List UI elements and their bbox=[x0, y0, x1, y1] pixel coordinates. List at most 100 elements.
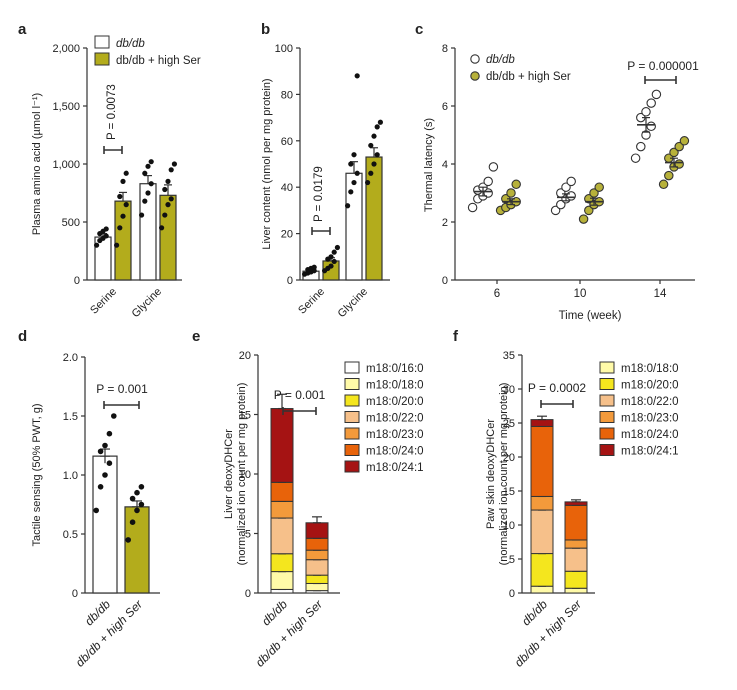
panel-e-legend-swatch bbox=[344, 411, 360, 423]
panel-a-data-point bbox=[145, 163, 151, 169]
panel-c-y-tick-label: 2 bbox=[442, 217, 448, 229]
panel-c-data-point bbox=[646, 121, 656, 132]
panel-b-y-tick-label: 80 bbox=[281, 89, 293, 101]
panel-f-y-tick-label: 5 bbox=[509, 554, 515, 566]
panel-e-stack-segment bbox=[270, 571, 294, 590]
panel-b-data-point bbox=[374, 152, 380, 158]
panel-b-data-point bbox=[371, 133, 377, 139]
panel-a-data-point bbox=[123, 202, 129, 208]
panel-d-data-point bbox=[129, 495, 136, 502]
panel-b-panel-letter: b bbox=[261, 21, 270, 38]
panel-c-data-point bbox=[566, 191, 576, 201]
panel-e-stack-segment bbox=[305, 537, 329, 551]
panel-b-y-tick-label: 40 bbox=[281, 182, 293, 194]
panel-e-stack-segment bbox=[270, 500, 294, 519]
panel-d-data-point bbox=[134, 489, 140, 496]
panel-a-data-point bbox=[103, 233, 109, 239]
panel-a-data-point bbox=[168, 196, 174, 202]
panel-f-legend-swatch bbox=[599, 444, 615, 456]
panel-c-data-point bbox=[578, 214, 589, 224]
panel-a-bar bbox=[159, 194, 177, 281]
panel-e-legend-label: m18:0/23:0 bbox=[366, 429, 424, 441]
panel-e-stack-segment bbox=[270, 517, 294, 555]
panel-a-data-point bbox=[123, 170, 129, 176]
panel-f-y-tick-label: 10 bbox=[503, 520, 515, 532]
panel-b-data-point bbox=[365, 179, 371, 186]
panel-b-y-label: Liver content (nmol per mg protein) bbox=[261, 78, 273, 249]
panel-c-data-point bbox=[636, 141, 646, 152]
panel-c-p-value: P = 0.000001 bbox=[627, 59, 699, 73]
panel-f-stack-segment bbox=[530, 495, 554, 511]
panel-f-stack-segment bbox=[564, 570, 588, 589]
panel-f-stack-segment bbox=[530, 509, 554, 555]
panel-f-x-tick-label: db/db bbox=[519, 597, 550, 628]
panel-f-stack-segment bbox=[564, 539, 588, 549]
panel-c-y-tick-label: 0 bbox=[442, 275, 448, 287]
panel-c-y-tick-label: 8 bbox=[442, 43, 448, 55]
panel-c-legend-marker-ser bbox=[470, 71, 480, 81]
panel-c-data-point bbox=[664, 170, 674, 181]
panel-c-data-point bbox=[679, 136, 690, 146]
panel-e-panel-letter: e bbox=[192, 328, 200, 345]
panel-c-data-point bbox=[566, 176, 576, 187]
panel-f-legend-label: m18:0/18:0 bbox=[621, 363, 679, 375]
panel-b-data-point bbox=[377, 119, 383, 125]
panel-e-legend-swatch bbox=[344, 378, 360, 390]
panel-c-legend-label-ser: db/db + high Ser bbox=[486, 71, 571, 83]
panel-a-legend-label-ser: db/db + high Ser bbox=[116, 55, 201, 67]
panel-e-legend-label: m18:0/24:0 bbox=[366, 446, 424, 458]
panel-d-y-tick-label: 0 bbox=[72, 588, 78, 600]
panel-a-data-point bbox=[165, 202, 171, 208]
panel-c-x-tick-label: 10 bbox=[574, 288, 587, 300]
panel-e-y-label: Liver deoxyDHCer bbox=[223, 429, 235, 519]
panel-c-panel-letter: c bbox=[415, 21, 423, 38]
panel-a-data-point bbox=[162, 186, 168, 193]
panel-f-stack-segment bbox=[530, 585, 554, 594]
panel-b-x-tick-label: Serine bbox=[296, 286, 327, 317]
panel-d-data-point bbox=[93, 507, 99, 514]
panel-f-y-tick-label: 35 bbox=[503, 350, 515, 362]
panel-e-legend-label: m18:0/24:1 bbox=[366, 462, 424, 474]
panel-d-bar bbox=[124, 506, 150, 594]
panel-c-x-label: Time (week) bbox=[559, 310, 622, 322]
panel-a-bar bbox=[114, 200, 132, 281]
panel-f-y-tick-label: 25 bbox=[503, 418, 515, 430]
panel-f-y-label-units: (normalized ion count per mg protein) bbox=[498, 383, 510, 566]
panel-c-data-point bbox=[594, 182, 604, 192]
panel-b-data-point bbox=[354, 73, 360, 79]
panel-b-data-point bbox=[368, 142, 374, 149]
panel-b-data-point bbox=[328, 254, 334, 260]
panel-f-stack-segment bbox=[564, 547, 588, 572]
panel-e-x-tick-label: db/db bbox=[259, 597, 290, 628]
panel-e-legend-swatch bbox=[344, 394, 360, 407]
panel-e-stack-segment bbox=[270, 481, 294, 502]
panel-f-y-tick-label: 20 bbox=[503, 452, 515, 464]
panel-a-p-value: P = 0.0073 bbox=[106, 84, 118, 140]
panel-e-y-tick-label: 20 bbox=[239, 350, 251, 362]
panel-e-y-tick-label: 10 bbox=[239, 469, 251, 481]
panel-e-legend-label: m18:0/20:0 bbox=[366, 396, 424, 408]
panel-b-x-tick-label: Glycine bbox=[336, 286, 370, 320]
panel-a-data-point bbox=[171, 161, 177, 167]
panel-f-stack-segment bbox=[564, 504, 588, 541]
panel-a-legend-label-db: db/db bbox=[116, 38, 145, 50]
panel-c-data-point bbox=[467, 202, 478, 213]
panel-b-data-point bbox=[351, 152, 357, 158]
panel-a-data-point bbox=[165, 178, 171, 184]
panel-f-legend-swatch bbox=[599, 427, 615, 440]
panel-d-panel-letter: d bbox=[18, 328, 27, 345]
panel-e-stack-segment bbox=[270, 553, 294, 573]
panel-a-y-tick-label: 1,000 bbox=[52, 159, 80, 171]
panel-d-y-tick-label: 1.0 bbox=[63, 470, 78, 482]
panel-f-stack-segment bbox=[530, 425, 554, 497]
panel-e-y-label-units: (normalized ion count per mg protein) bbox=[236, 383, 248, 566]
panel-d-data-point bbox=[138, 501, 145, 508]
panel-f-y-tick-label: 30 bbox=[503, 384, 515, 396]
panel-a-data-point bbox=[148, 159, 154, 165]
panel-c-data-point bbox=[488, 162, 499, 172]
panel-a-data-point bbox=[142, 170, 148, 176]
panel-a-y-label: Plasma amino acid (µmol l⁻¹) bbox=[31, 93, 43, 235]
panel-a-data-point bbox=[117, 225, 123, 231]
panel-b-data-point bbox=[371, 161, 377, 167]
